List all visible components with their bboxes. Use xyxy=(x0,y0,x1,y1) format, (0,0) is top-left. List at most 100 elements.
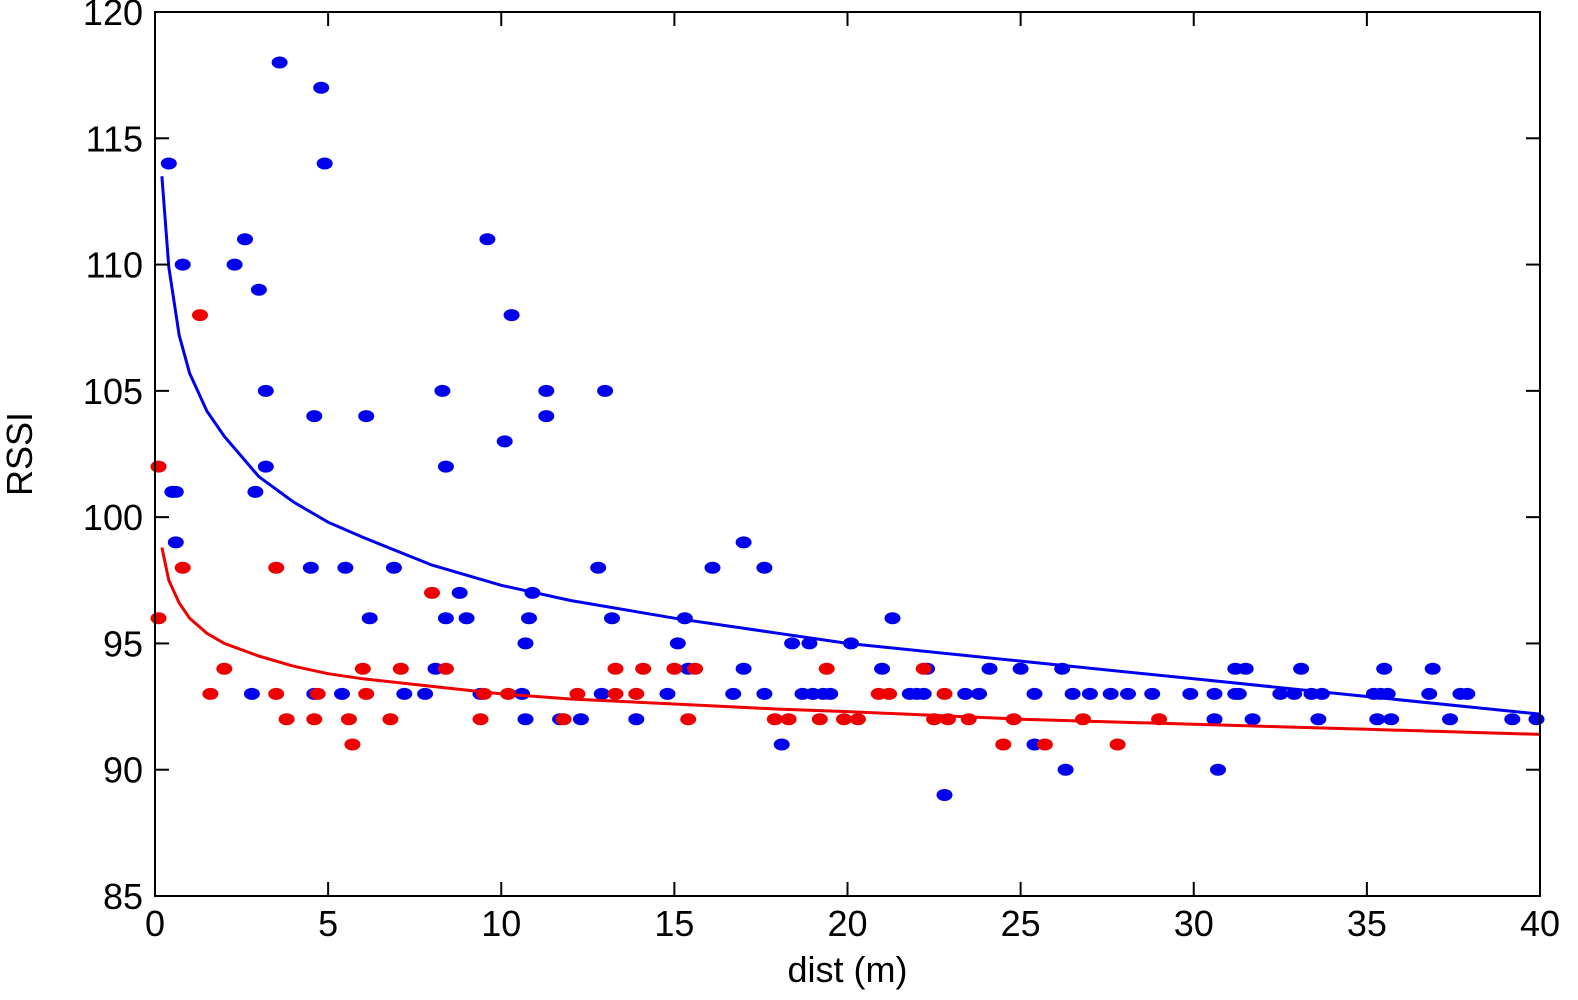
blue-points-point xyxy=(237,233,253,246)
blue-points-point xyxy=(1504,713,1521,726)
blue-points-point xyxy=(167,485,184,498)
blue-points-point xyxy=(704,561,721,574)
blue-points-point xyxy=(572,713,589,726)
blue-points-point xyxy=(434,384,451,397)
blue-points-point xyxy=(337,561,354,574)
y-tick-label: 110 xyxy=(86,245,143,286)
red-points-point xyxy=(268,687,285,700)
blue-points-point xyxy=(628,713,645,726)
red-points-point xyxy=(635,662,652,675)
blue-points-point xyxy=(247,485,264,498)
red-points-point xyxy=(344,738,361,751)
blue-points-point xyxy=(257,460,274,473)
red-points-point xyxy=(472,713,489,726)
blue-points-point xyxy=(874,662,891,675)
blue-points-point xyxy=(174,258,191,271)
blue-points-point xyxy=(1383,713,1400,726)
blue-points-point xyxy=(226,258,243,271)
blue-points-point xyxy=(503,309,520,322)
ticks-layer: 0 5 10 15 20 25 30 35 40 85 90 95 100 105 110 115 120 xyxy=(83,0,1560,944)
blue-points-point xyxy=(669,637,686,650)
blue-points-point xyxy=(1206,687,1223,700)
x-axis-title: dist (m) xyxy=(788,949,908,990)
red-points-point xyxy=(382,713,399,726)
plot-frame xyxy=(154,11,1541,897)
red-points-point xyxy=(836,713,852,726)
blue-points-point xyxy=(957,687,974,700)
red-points-point xyxy=(960,713,977,726)
red-points-point xyxy=(936,687,953,700)
blue-points-point xyxy=(517,637,534,650)
red-points-point xyxy=(666,662,683,675)
blue-points-point xyxy=(1081,687,1098,700)
series-layer xyxy=(150,56,1545,801)
x-tick-label: 40 xyxy=(1520,903,1560,944)
blue-points-point xyxy=(160,157,177,170)
red-points-point xyxy=(1075,713,1091,726)
blue-points-point xyxy=(773,738,790,751)
x-tick-label: 10 xyxy=(481,903,521,944)
blue-points-point xyxy=(1369,713,1386,726)
red-points-point xyxy=(607,662,624,675)
red-points-point xyxy=(202,687,219,700)
blue-points-point xyxy=(538,410,555,423)
red-points-point xyxy=(216,662,233,675)
blue-points-point xyxy=(981,662,998,675)
blue-points-point xyxy=(243,687,260,700)
y-tick-label: 120 xyxy=(83,0,143,33)
blue-points-point xyxy=(915,687,932,700)
blue-points-point xyxy=(385,561,402,574)
red-points-point xyxy=(811,713,828,726)
blue-points-point xyxy=(1057,763,1074,776)
blue-points-point xyxy=(1026,687,1043,700)
y-tick-label: 90 xyxy=(103,750,143,791)
red-points-point xyxy=(150,612,167,625)
blue-points-point xyxy=(756,687,773,700)
red-points-point xyxy=(174,561,191,574)
blue-points-point xyxy=(1102,687,1119,700)
blue-points-point xyxy=(1182,687,1199,700)
blue-points-point xyxy=(361,612,378,625)
blue-points-point xyxy=(1459,687,1476,700)
red-points-point xyxy=(309,687,326,700)
red-points-point xyxy=(780,713,797,726)
blue-points-point xyxy=(271,56,288,69)
blue-points-point xyxy=(884,612,901,625)
blue-points-point xyxy=(1442,713,1458,726)
blue-points-point xyxy=(1421,687,1438,700)
blue-points-point xyxy=(306,410,323,423)
red-points-point xyxy=(437,662,454,675)
red-points-point xyxy=(915,662,932,675)
blue-fit-line xyxy=(160,176,1541,716)
blue-points-point xyxy=(334,687,350,700)
red-points-point xyxy=(628,687,645,700)
red-points-point xyxy=(268,561,285,574)
blue-points-point xyxy=(1376,662,1393,675)
blue-points-point xyxy=(1293,662,1310,675)
blue-points-point xyxy=(479,233,496,246)
blue-points-point xyxy=(451,586,468,599)
blue-points-point xyxy=(801,637,818,650)
blue-points-point xyxy=(1120,687,1136,700)
red-points-point xyxy=(687,662,704,675)
blue-points-point xyxy=(659,687,676,700)
red-points-point xyxy=(340,713,357,726)
red-fit-line xyxy=(160,547,1541,736)
blue-points-point xyxy=(458,612,475,625)
blue-points-point xyxy=(936,789,953,801)
blue-points-point xyxy=(313,81,330,94)
blue-points-point xyxy=(1064,687,1081,700)
blue-points-point xyxy=(735,536,752,549)
red-points-point xyxy=(849,713,866,726)
blue-points-point xyxy=(1230,687,1247,700)
red-points-point xyxy=(278,713,295,726)
blue-points-point xyxy=(1210,763,1226,776)
blue-points-point xyxy=(167,536,184,549)
red-points-point xyxy=(392,662,409,675)
blue-points-point xyxy=(784,637,801,650)
red-points-point xyxy=(818,662,835,675)
blue-points-point xyxy=(396,687,413,700)
blue-points-point xyxy=(593,687,610,700)
y-axis-title: RSSI xyxy=(0,412,40,496)
